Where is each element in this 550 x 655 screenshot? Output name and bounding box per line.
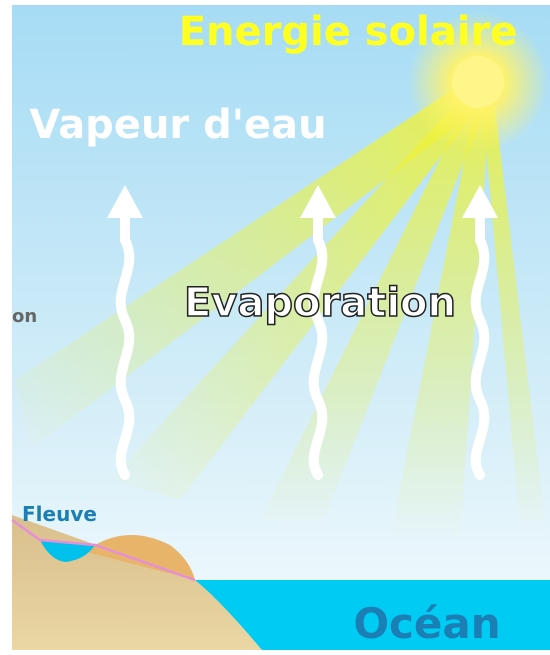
page: Energie solaire Vapeur d'eau on Evaporat… [0,0,550,655]
evaporation-label: Evaporation [184,280,456,326]
sun [452,56,504,108]
vapor-label: Vapeur d'eau [29,102,326,148]
water-cycle-diagram: Energie solaire Vapeur d'eau on Evaporat… [0,0,550,655]
partial-label: on [12,306,37,327]
river-label: Fleuve [22,502,97,526]
energy-label: Energie solaire [179,9,518,55]
ocean-label: Océan [353,599,500,648]
